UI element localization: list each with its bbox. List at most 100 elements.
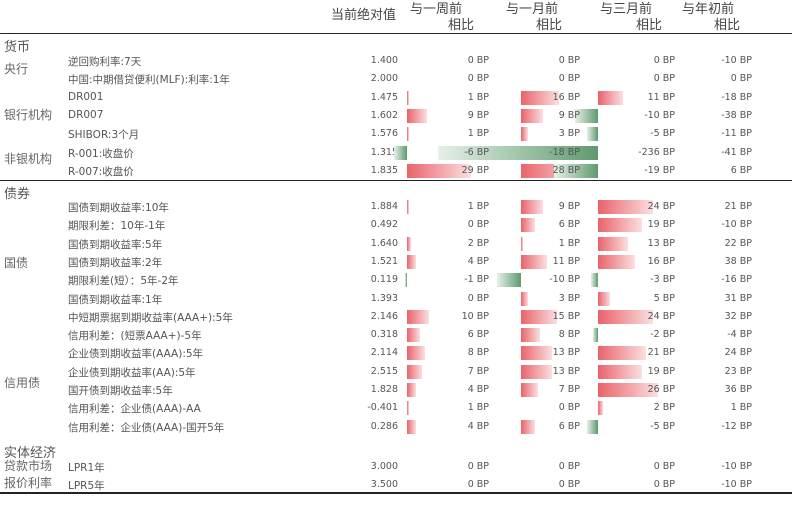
ytd-change-value: 6 BP — [730, 164, 752, 176]
quarter-change-value: -236 BP — [638, 146, 675, 158]
header-quarter-line1: 与三月前 — [600, 2, 653, 17]
quarter-change-databar — [598, 364, 642, 379]
table-row: DR007 1.602 9 BP 9 BP -10 BP -38 BP — [0, 107, 792, 125]
indicator-label: LPR5年 — [68, 480, 105, 493]
current-value: 1.315 — [370, 146, 398, 158]
quarter-change-databar — [438, 145, 598, 160]
week-change-value: -6 BP — [464, 146, 489, 158]
indicator-label: 国债到期收益率:5年 — [68, 238, 163, 251]
group-label: 贷款市场 报价利率 — [4, 459, 52, 493]
month-change-value: 13 BP — [552, 365, 580, 377]
current-value: 2.515 — [370, 365, 398, 377]
quarter-change-value: -10 BP — [644, 109, 675, 121]
group-label-line: 贷款市场 — [4, 459, 53, 473]
ytd-change-value: 22 BP — [724, 237, 752, 249]
table-row: R-001:收盘价 1.315 -6 BP -18 BP -236 BP -41 BP — [0, 144, 792, 162]
month-change-value: 6 BP — [558, 420, 580, 432]
table-row: DR001 1.475 1 BP 16 BP 11 BP -18 BP — [0, 89, 792, 107]
table-row: 信用利差：企业债(AAA)-国开5年 0.286 4 BP 6 BP -5 BP -12 … — [0, 418, 792, 436]
quarter-change-databar — [586, 127, 598, 142]
week-change-databar — [407, 90, 410, 105]
indicator-label: 国开债到期收益率:5年 — [68, 385, 173, 397]
month-change-databar — [497, 273, 521, 288]
month-change-databar — [521, 328, 541, 343]
month-change-value: 11 BP — [552, 255, 580, 267]
quarter-change-value: 0 BP — [653, 479, 675, 491]
week-change-value: 4 BP — [467, 420, 489, 432]
quarter-change-value: 16 BP — [647, 255, 675, 267]
month-change-databar — [521, 108, 543, 123]
ytd-change-value: -16 BP — [721, 274, 752, 286]
quarter-change-databar — [598, 346, 647, 361]
quarter-change-value: -19 BP — [644, 164, 675, 176]
month-change-databar — [521, 90, 560, 105]
week-change-databar — [393, 145, 407, 160]
quarter-change-value: 24 BP — [647, 310, 675, 322]
indicator-label: 国债到期收益率:10年 — [68, 202, 169, 214]
week-change-value: 0 BP — [467, 55, 489, 66]
table-row: 国开债到期收益率:5年 1.828 4 BP 7 BP 26 BP 36 BP — [0, 381, 792, 399]
ytd-change-value: -11 BP — [721, 128, 752, 140]
month-change-databar — [521, 383, 538, 397]
month-change-databar — [521, 236, 524, 251]
header-quarter-line2: 相比 — [635, 18, 662, 33]
table-row: 国债到期收益率:1年 1.393 0 BP 3 BP 5 BP 31 BP — [0, 290, 792, 308]
table-row: LPR1年 3.000 0 BP 0 BP 0 BP -10 BP — [0, 458, 792, 476]
ytd-change-value: 0 BP — [730, 73, 752, 85]
ytd-change-value: 21 BP — [724, 201, 752, 212]
month-change-value: 16 BP — [552, 91, 580, 103]
current-value: 2.146 — [370, 310, 398, 322]
quarter-change-value: 5 BP — [653, 292, 675, 304]
current-value: 1.835 — [370, 164, 398, 176]
quarter-change-value: 11 BP — [647, 91, 675, 103]
month-change-value: 15 BP — [552, 310, 580, 322]
month-change-value: 13 BP — [552, 347, 580, 359]
table-row: LPR5年 3.500 0 BP 0 BP 0 BP -10 BP — [0, 476, 792, 494]
month-change-databar — [521, 254, 548, 269]
indicator-label: R-001:收盘价 — [68, 147, 134, 160]
quarter-change-value: 19 BP — [647, 219, 675, 231]
current-value: 0.318 — [370, 329, 398, 341]
indicator-label: 中国:中期借贷便利(MLF):利率:1年 — [68, 74, 230, 87]
week-change-databar — [407, 419, 416, 434]
indicator-label: 国债到期收益率:2年 — [68, 256, 163, 269]
month-change-databar — [521, 346, 553, 361]
current-value: 2.114 — [370, 347, 398, 359]
month-change-databar — [521, 364, 553, 379]
month-change-value: 7 BP — [558, 384, 580, 395]
week-change-databar — [407, 401, 410, 416]
current-value: 0.492 — [370, 219, 398, 231]
month-change-value: 1 BP — [558, 237, 580, 249]
table-row: 国债到期收益率:10年 1.884 1 BP 9 BP 24 BP 21 BP — [0, 198, 792, 216]
quarter-change-value: -2 BP — [650, 329, 675, 341]
current-value: 1.828 — [370, 384, 398, 395]
section-title: 货币 — [4, 40, 31, 55]
current-value: 1.640 — [370, 237, 398, 249]
week-change-value: 0 BP — [467, 219, 489, 231]
group-label: 信用债 — [4, 376, 41, 390]
week-change-value: 7 BP — [467, 365, 489, 377]
month-change-databar — [521, 200, 543, 214]
current-value: -0.401 — [367, 402, 398, 414]
current-value: 1.521 — [370, 255, 398, 267]
quarter-change-value: 0 BP — [653, 55, 675, 66]
quarter-change-databar — [593, 328, 598, 343]
quarter-change-databar — [598, 309, 654, 324]
week-change-value: 10 BP — [461, 310, 489, 322]
indicator-label: R-007:收盘价 — [68, 165, 134, 178]
table-row: SHIBOR:3个月 1.576 1 BP 3 BP -5 BP -11 BP — [0, 125, 792, 143]
week-change-value: 0 BP — [467, 479, 489, 491]
header-ytd-line1: 与年初前 — [682, 2, 735, 17]
header-week-line1: 与一周前 — [410, 2, 463, 17]
current-value: 2.000 — [370, 73, 398, 85]
month-change-value: 3 BP — [558, 292, 580, 304]
indicator-label: 中短期票据到期收益率(AAA+):5年 — [68, 311, 233, 324]
month-change-value: 3 BP — [558, 128, 580, 140]
week-change-value: 4 BP — [467, 384, 489, 395]
week-change-databar — [407, 127, 410, 142]
month-change-databar — [521, 127, 529, 142]
ytd-change-value: -41 BP — [721, 146, 752, 158]
quarter-change-value: 19 BP — [647, 365, 675, 377]
week-change-databar — [404, 273, 407, 288]
table-row: 国债到期收益率:2年 1.521 4 BP 11 BP 16 BP 38 BP — [0, 253, 792, 271]
